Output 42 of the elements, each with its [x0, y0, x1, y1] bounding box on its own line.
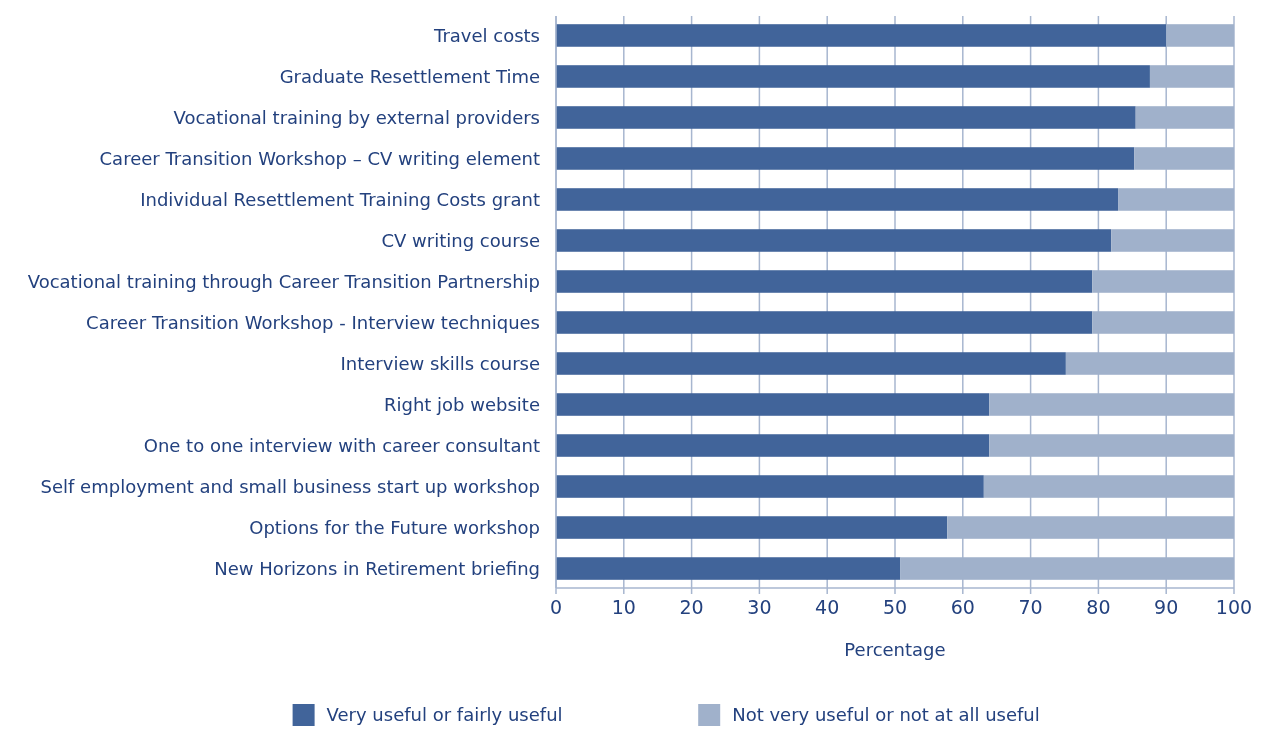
bar [556, 229, 1112, 252]
x-tick-label: 70 [1018, 596, 1043, 618]
x-tick-label: 60 [950, 596, 975, 618]
bar [556, 65, 1150, 88]
y-tick-label: Self employment and small business start up workshop [40, 475, 540, 497]
bar [556, 516, 948, 539]
bar [556, 106, 1136, 129]
bar [556, 311, 1093, 334]
y-tick-label: Career Transition Workshop - Interview techniques [86, 311, 540, 333]
x-tick-label: 30 [747, 596, 772, 618]
x-tick-label: 90 [1154, 596, 1179, 618]
x-tick-label: 50 [882, 596, 908, 618]
y-tick-label: One to one interview with career consultant [143, 434, 540, 456]
x-axis-title: Percentage [844, 639, 946, 660]
bar [556, 557, 901, 580]
y-tick-label: Travel costs [433, 24, 540, 46]
x-tick-label: 10 [611, 596, 636, 618]
y-tick-label: Options for the Future workshop [249, 516, 540, 538]
x-tick-label: 20 [679, 596, 704, 618]
bar [556, 270, 1093, 293]
y-tick-label: Career Transition Workshop – CV writing element [99, 147, 540, 169]
y-tick-label: Vocational training through Career Transition Partnership [27, 270, 540, 292]
bar [556, 475, 984, 498]
x-tick-label: 100 [1215, 596, 1253, 618]
legend-label: Very useful or fairly useful [326, 704, 563, 726]
y-tick-label: Right job website [383, 393, 540, 415]
x-tick-label: 0 [549, 596, 563, 618]
bar [556, 24, 1167, 47]
y-tick-label: CV writing course [381, 229, 540, 251]
bar [556, 188, 1119, 211]
bar [556, 434, 990, 457]
x-tick-label: 80 [1086, 596, 1111, 618]
legend-label: Not very useful or not at all useful [732, 704, 1040, 726]
y-tick-label: Individual Resettlement Training Costs grant [140, 188, 540, 210]
bar [556, 147, 1135, 170]
y-tick-label: Graduate Resettlement Time [279, 65, 540, 87]
y-tick-label: New Horizons in Retirement briefing [214, 557, 540, 579]
x-tick-label: 40 [815, 596, 840, 618]
bar [556, 393, 990, 416]
bar [556, 352, 1066, 375]
y-tick-label: Interview skills course [340, 352, 540, 374]
y-tick-label: Vocational training by external providers [173, 106, 540, 128]
